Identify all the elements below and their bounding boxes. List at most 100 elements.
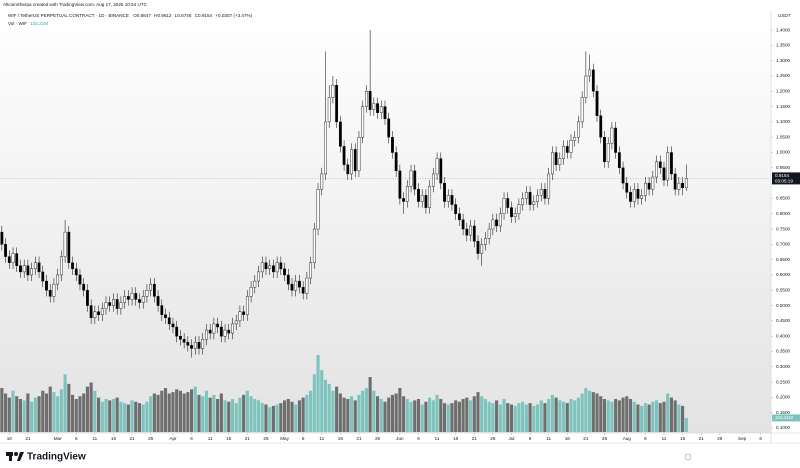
volume-bar	[442, 403, 447, 432]
x-tick-label: Aug	[623, 436, 632, 441]
candle-body	[324, 121, 327, 175]
ohlc-label: L	[175, 13, 178, 18]
volume-bar	[256, 400, 261, 432]
candle-body	[152, 283, 156, 297]
volume-bar	[242, 394, 246, 432]
countdown: 03:05:19	[775, 178, 793, 183]
x-tick-label: 11	[92, 436, 97, 441]
x-tick-label: 16	[111, 436, 117, 441]
candle-body	[350, 149, 353, 175]
volume-bar	[498, 404, 502, 432]
volume-bar	[301, 397, 305, 432]
x-tick-label: 21	[472, 436, 478, 441]
candle-body	[82, 283, 86, 291]
candle-body	[123, 296, 127, 303]
candle-body	[357, 137, 361, 172]
candle-body	[666, 152, 670, 181]
candle-body	[599, 115, 603, 138]
volume-bar	[338, 393, 342, 432]
y-tick-label: 1.2500	[776, 73, 790, 78]
volume-bar	[565, 403, 569, 432]
volume-bar	[595, 393, 599, 432]
volume-bar	[70, 394, 75, 432]
candle-body	[394, 152, 398, 172]
candle-body	[160, 305, 164, 315]
volume-bar	[82, 393, 86, 432]
settings-icon[interactable]	[684, 453, 692, 461]
candle-body	[670, 152, 673, 175]
candle-body	[651, 176, 655, 190]
candle-body	[621, 167, 625, 184]
candle-body	[517, 204, 521, 214]
volume-bar	[483, 399, 487, 432]
volume-bar	[152, 393, 156, 432]
volume-bar	[331, 390, 335, 432]
candle-body	[190, 345, 193, 349]
candle-body	[424, 195, 428, 208]
volume-bar	[614, 399, 618, 432]
volume-bar	[323, 379, 328, 432]
volume-bar	[539, 400, 543, 432]
volume-bar	[18, 399, 23, 432]
candle-body	[588, 69, 591, 77]
candle-body	[234, 320, 238, 325]
volume-bar	[197, 394, 201, 432]
volume-bar	[37, 396, 41, 432]
x-tick-label: 26	[263, 436, 269, 441]
ohlc-label: C	[195, 13, 199, 18]
x-tick-label: Sep	[738, 436, 747, 441]
volume-bar	[521, 401, 525, 432]
volume-bar	[104, 399, 108, 432]
y-tick-label: 0.7000	[776, 242, 790, 247]
volume-bar	[212, 394, 216, 432]
volume-bar	[346, 399, 350, 432]
volume-bar	[44, 393, 49, 432]
y-tick-label: 0.6000	[776, 272, 790, 277]
volume-bar	[275, 404, 279, 432]
candle-body	[547, 173, 551, 199]
volume-bar	[219, 393, 223, 432]
x-tick-label: 6	[190, 436, 193, 441]
volume-bar	[230, 399, 235, 432]
volume-bar	[260, 403, 264, 432]
volume-bar	[227, 401, 231, 432]
x-tick-label: 21	[356, 436, 362, 441]
candle-body	[595, 91, 599, 116]
candle-body	[67, 231, 71, 263]
candle-body	[495, 219, 498, 227]
change: +0.0307 (+3.47%)	[215, 13, 252, 18]
candle-body	[655, 161, 658, 178]
volume-bar	[543, 403, 547, 432]
x-tick-label: 11	[662, 436, 667, 441]
volume-bar	[439, 399, 443, 432]
volume-bar	[48, 386, 52, 432]
volume-bar	[327, 383, 331, 432]
volume-bar	[223, 400, 227, 432]
candle-body	[15, 253, 19, 266]
volume-bar	[454, 400, 458, 432]
volume-bar	[446, 404, 450, 432]
candle-body	[26, 265, 30, 276]
candle-body	[510, 207, 513, 217]
volume-bar	[390, 394, 395, 432]
candle-body	[584, 75, 588, 98]
volume-bar	[11, 390, 15, 432]
candle-body	[353, 149, 357, 172]
volume-bar	[97, 397, 101, 432]
volume-bar	[63, 374, 67, 432]
candle-body	[119, 302, 123, 309]
volume-title: Vol · WIF	[8, 21, 27, 26]
volume-bar	[684, 417, 688, 432]
brand-name: TradingView	[27, 452, 86, 463]
candle-body	[22, 265, 26, 273]
volume-bar	[435, 394, 439, 432]
x-tick-label: 11	[319, 436, 324, 441]
x-tick-label: 16	[680, 436, 686, 441]
y-tick-label: 0.3500	[776, 349, 790, 354]
candle-body	[316, 189, 320, 230]
candle-body	[108, 302, 112, 306]
candle-body	[443, 182, 446, 202]
volume-bar	[115, 397, 119, 432]
candle-body	[242, 311, 246, 315]
candle-body	[454, 204, 458, 214]
